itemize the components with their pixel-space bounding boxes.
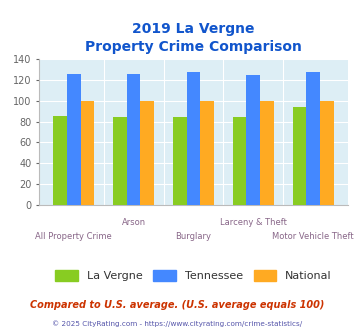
Text: Burglary: Burglary	[175, 232, 212, 241]
Bar	[260, 101, 274, 205]
Bar	[293, 107, 306, 205]
Text: Compared to U.S. average. (U.S. average equals 100): Compared to U.S. average. (U.S. average …	[30, 300, 325, 310]
Bar	[200, 101, 214, 205]
Text: Motor Vehicle Theft: Motor Vehicle Theft	[272, 232, 354, 241]
Text: Arson: Arson	[121, 218, 146, 227]
Bar	[127, 74, 141, 205]
Bar	[67, 74, 81, 205]
Legend: La Vergne, Tennessee, National: La Vergne, Tennessee, National	[51, 265, 336, 286]
Text: © 2025 CityRating.com - https://www.cityrating.com/crime-statistics/: © 2025 CityRating.com - https://www.city…	[53, 320, 302, 327]
Bar	[173, 117, 187, 205]
Bar	[306, 72, 320, 205]
Text: All Property Crime: All Property Crime	[36, 232, 112, 241]
Bar	[113, 117, 127, 205]
Text: Larceny & Theft: Larceny & Theft	[220, 218, 287, 227]
Bar	[141, 101, 154, 205]
Bar	[246, 75, 260, 205]
Bar	[233, 117, 246, 205]
Bar	[187, 72, 200, 205]
Bar	[320, 101, 334, 205]
Bar	[81, 101, 94, 205]
Bar	[53, 116, 67, 205]
Title: 2019 La Vergne
Property Crime Comparison: 2019 La Vergne Property Crime Comparison	[85, 22, 302, 54]
